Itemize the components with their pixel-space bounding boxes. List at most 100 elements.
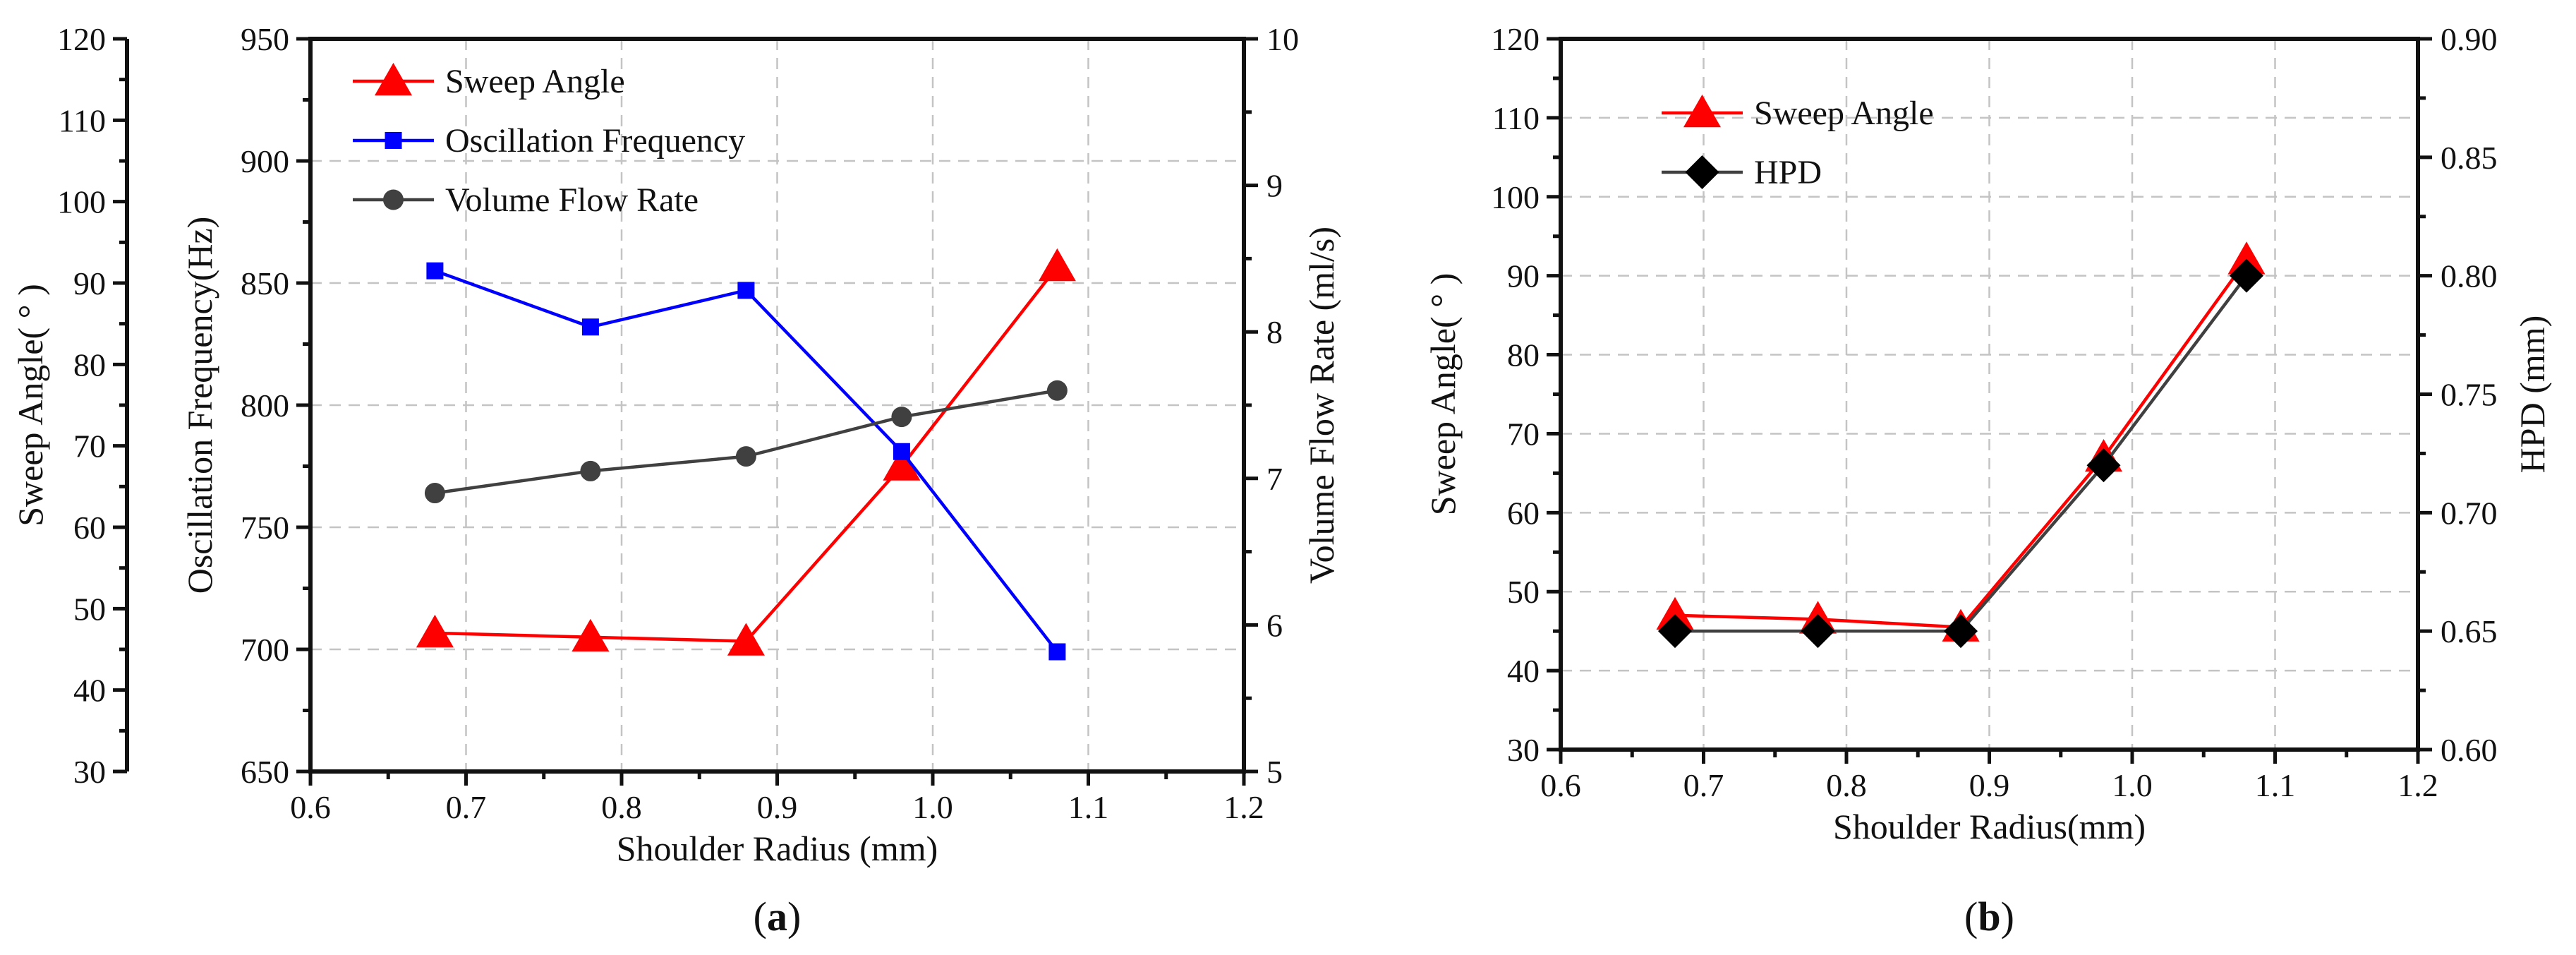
x-tick-label: 0.6 (290, 789, 331, 825)
hpd-tick-label: 0.90 (2441, 21, 2498, 57)
data-point-volume-flow-rate (735, 446, 756, 467)
freq-tick-label: 800 (241, 388, 289, 424)
hpd-tick-label: 0.70 (2441, 495, 2498, 531)
freq-tick-label: 700 (241, 632, 289, 668)
sweep-tick-label: 40 (1507, 653, 1540, 689)
x-tick-label: 0.9 (757, 789, 798, 825)
sweep-tick-label: 120 (1491, 21, 1540, 57)
x-axis-title: Shoulder Radius (mm) (617, 829, 938, 868)
x-tick-label: 1.1 (1068, 789, 1109, 825)
panel-label-letter: a (767, 894, 787, 939)
data-point-hpd (2086, 448, 2121, 483)
flow-axis-title: Volume Flow Rate (ml/s) (1302, 227, 1341, 584)
sweep-tick-label: 90 (73, 265, 106, 301)
x-tick-label: 1.2 (2397, 767, 2438, 803)
data-point-volume-flow-rate (891, 407, 912, 428)
data-point-oscillation-frequency (737, 282, 755, 299)
x-tick-label: 0.6 (1540, 767, 1581, 803)
x-tick-label: 1.2 (1223, 789, 1264, 825)
flow-tick-label: 9 (1266, 168, 1283, 204)
x-tick-label: 0.9 (1969, 767, 2010, 803)
panel-label-open: ( (1964, 894, 1978, 939)
panel-b: 0.6 0.7 0.8 0.9 1.0 1.1 1.2 Shoulder Radius(mm)… (1423, 21, 2552, 939)
x-tick-label: 0.7 (1683, 767, 1724, 803)
sweep-tick-label: 30 (73, 754, 106, 790)
panel-label: (b) (1964, 894, 2014, 939)
data-point-hpd (1801, 614, 1835, 649)
sweep-tick-label: 40 (73, 673, 106, 709)
sweep-axis-title: Sweep Angle( ° ) (1423, 273, 1463, 516)
x-tick-label: 0.8 (1826, 767, 1867, 803)
data-point-volume-flow-rate (1046, 380, 1068, 401)
hpd-tick-label: 0.85 (2441, 140, 2498, 176)
sweep-axis-title: Sweep Angle( ° ) (11, 284, 50, 527)
hpd-tick-label: 0.65 (2441, 613, 2498, 649)
sweep-tick-label: 70 (1507, 416, 1540, 452)
data-point-sweep-angle (883, 448, 921, 481)
sweep-tick-label: 60 (73, 510, 106, 546)
sweep-tick-label: 100 (57, 184, 106, 220)
hpd-tick-label: 0.80 (2441, 258, 2498, 294)
data-point-volume-flow-rate (580, 460, 601, 481)
legend-label: Volume Flow Rate (445, 181, 699, 219)
sweep-tick-label: 120 (57, 21, 106, 57)
data-point-sweep-angle (727, 623, 765, 656)
sweep-tick-label: 50 (73, 591, 106, 627)
hpd-tick-label: 0.60 (2441, 732, 2498, 768)
data-point-oscillation-frequency (581, 318, 599, 336)
legend-label: HPD (1754, 154, 1822, 191)
sweep-tick-label: 80 (1507, 337, 1540, 373)
hpd-axis-title: HPD (mm) (2512, 316, 2552, 474)
sweep-tick-label: 50 (1507, 574, 1540, 610)
flow-tick-label: 5 (1266, 754, 1283, 790)
panel-label: (a) (754, 894, 802, 939)
sweep-tick-label: 90 (1507, 258, 1540, 294)
x-tick-label: 1.0 (2112, 767, 2153, 803)
data-point-sweep-angle (572, 618, 610, 651)
freq-tick-label: 850 (241, 265, 289, 301)
legend-label: Sweep Angle (445, 63, 625, 100)
flow-tick-label: 8 (1266, 314, 1283, 350)
sweep-tick-label: 100 (1491, 179, 1540, 215)
data-point-sweep-angle (416, 614, 454, 648)
flow-tick-label: 6 (1266, 607, 1283, 643)
panel-a: 0.6 0.7 0.8 0.9 1.0 1.1 1.2 Shoulder Radius (mm… (11, 21, 1341, 939)
panel-label-open: ( (754, 894, 767, 939)
legend-label: Sweep Angle (1754, 95, 1934, 132)
data-point-hpd (1944, 614, 1978, 649)
x-axis-title: Shoulder Radius(mm) (1833, 807, 2146, 846)
data-point-oscillation-frequency (893, 443, 910, 460)
freq-tick-label: 950 (241, 21, 289, 57)
sweep-tick-label: 30 (1507, 732, 1540, 768)
flow-tick-label: 10 (1266, 21, 1299, 57)
x-tick-label: 0.8 (601, 789, 642, 825)
data-point-sweep-angle (2227, 241, 2266, 275)
x-tick-label: 1.1 (2255, 767, 2296, 803)
sweep-tick-label: 80 (73, 347, 106, 383)
legend-marker (374, 63, 413, 96)
panel-label-close: ) (787, 894, 801, 939)
legend-label: Oscillation Frequency (445, 122, 745, 160)
x-tick-label: 1.0 (912, 789, 953, 825)
sweep-tick-label: 60 (1507, 495, 1540, 531)
flow-tick-label: 7 (1266, 461, 1283, 497)
sweep-tick-label: 70 (73, 428, 106, 464)
data-point-volume-flow-rate (424, 483, 445, 504)
freq-tick-label: 650 (241, 754, 289, 790)
legend-marker (385, 132, 402, 149)
data-point-sweep-angle (1656, 596, 1694, 630)
legend-marker (1683, 95, 1722, 128)
hpd-tick-label: 0.75 (2441, 377, 2498, 413)
data-point-hpd (2230, 258, 2263, 293)
data-point-sweep-angle (1038, 248, 1076, 282)
panel-label-close: ) (2001, 894, 2014, 939)
sweep-tick-label: 110 (59, 102, 106, 138)
freq-tick-label: 900 (241, 143, 289, 179)
data-point-oscillation-frequency (426, 262, 444, 280)
data-point-hpd (1658, 614, 1692, 649)
panel-label-letter: b (1978, 894, 2000, 939)
freq-axis-title: Oscillation Frequency(Hz) (180, 217, 219, 594)
legend-marker (1685, 155, 1719, 189)
